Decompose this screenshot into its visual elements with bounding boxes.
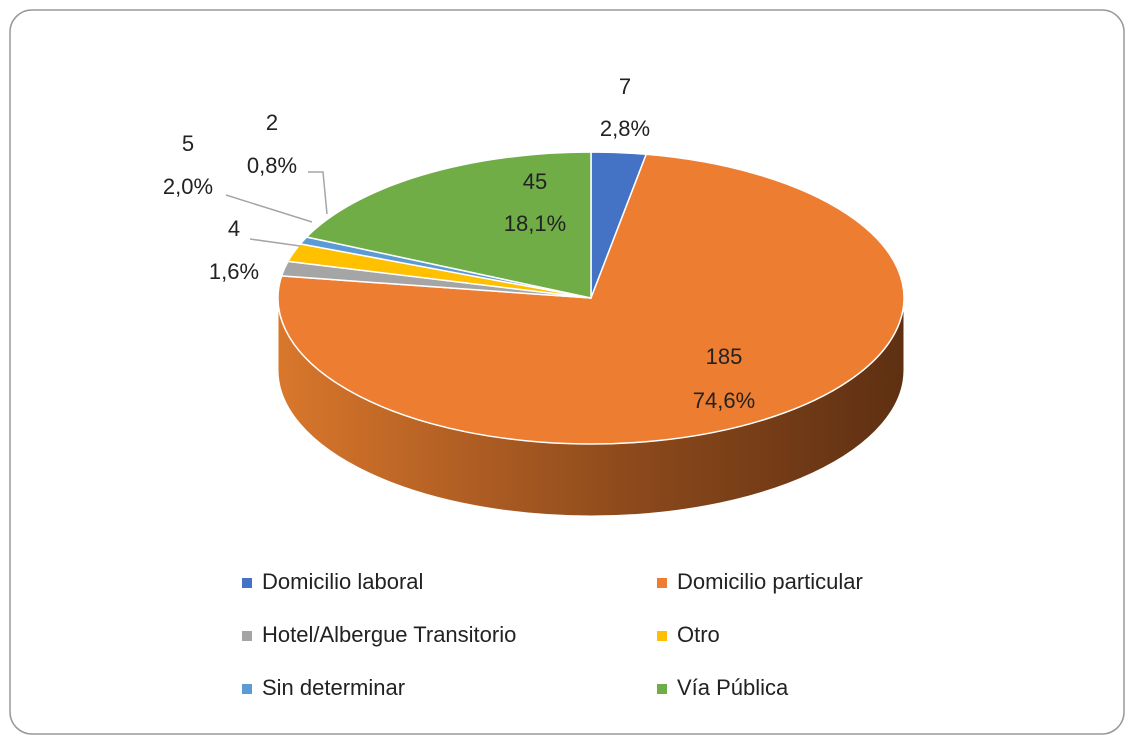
data-label: 2,0% (163, 174, 213, 199)
pie-slice (305, 151, 592, 299)
legend-swatch (657, 578, 667, 588)
data-label: 45 (523, 169, 547, 194)
legend-label: Domicilio laboral (262, 569, 423, 594)
legend-label: Vía Pública (677, 675, 789, 700)
pie-slice (277, 153, 905, 445)
legend-swatch (242, 631, 252, 641)
legend-label: Otro (677, 622, 720, 647)
legend-label: Sin determinar (262, 675, 405, 700)
data-label: 7 (619, 74, 631, 99)
legend-label: Domicilio particular (677, 569, 863, 594)
leader-line (249, 238, 301, 247)
data-label: 0,8% (247, 153, 297, 178)
data-label: 4 (228, 216, 240, 241)
data-label: 18,1% (504, 211, 566, 236)
data-label: 74,6% (693, 388, 755, 413)
leader-line (225, 194, 313, 223)
data-label: 185 (706, 344, 743, 369)
legend-swatch (242, 578, 252, 588)
data-label: 1,6% (209, 259, 259, 284)
legend-swatch (657, 684, 667, 694)
legend-swatch (242, 684, 252, 694)
data-label: 2,8% (600, 116, 650, 141)
data-label: 5 (182, 131, 194, 156)
legend-label: Hotel/Albergue Transitorio (262, 622, 516, 647)
data-label: 2 (266, 110, 278, 135)
leader-line (308, 171, 328, 215)
legend-swatch (657, 631, 667, 641)
